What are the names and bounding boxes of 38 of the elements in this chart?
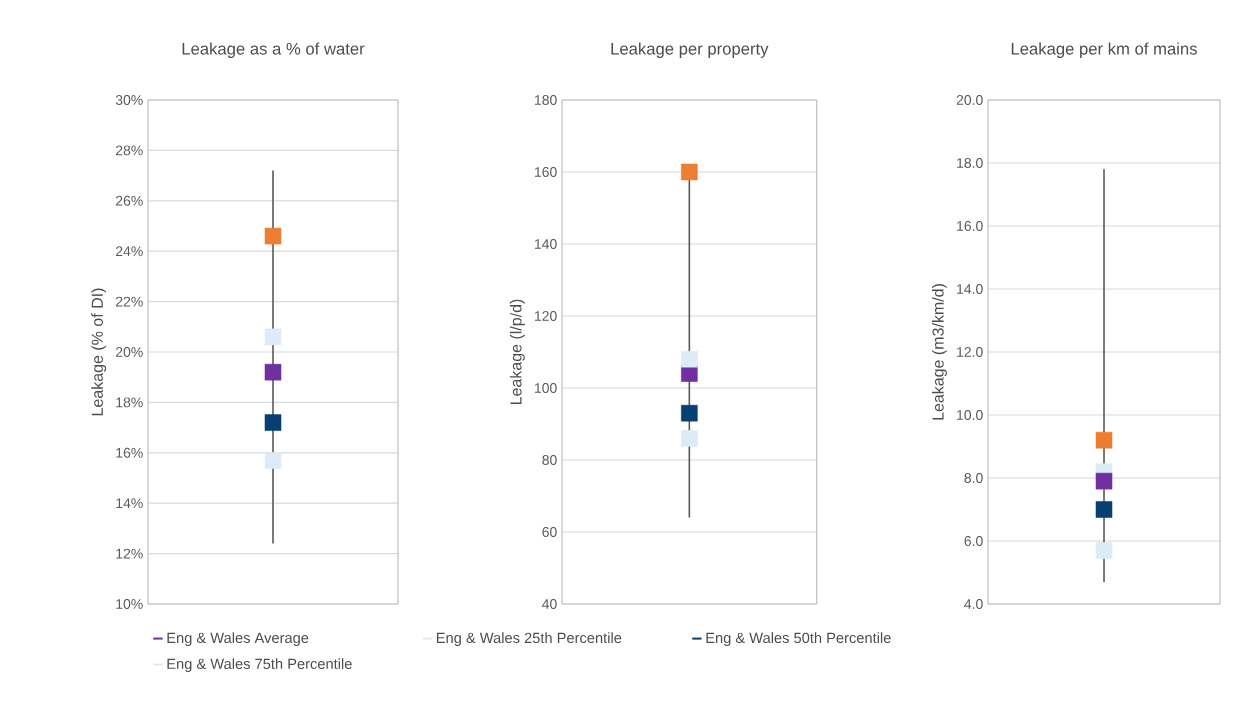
chart-title: Leakage as a % of water [182,42,365,58]
y-tick-label: 4.0 [964,599,983,609]
y-tick-label: 30% [115,95,143,105]
y-tick-label: 8.0 [964,473,983,483]
y-tick-label: 60 [542,527,557,537]
legend-label: Eng & Wales Average [167,632,309,646]
y-tick-label: 28% [115,145,143,156]
y-axis-title: Leakage (l/p/d) [509,299,525,405]
y-tick-label: 100 [535,383,557,393]
legend-label: Eng & Wales 50th Percentile [706,632,891,646]
y-tick-label: 20% [115,347,143,357]
y-tick-label: 12.0 [957,347,983,357]
y-tick-label: 14.0 [957,284,983,294]
y-tick-label: 120 [535,311,557,321]
y-tick-label: 24% [115,246,143,257]
y-tick-label: 18.0 [957,158,983,168]
y-axis-title: Leakage (% of DI) [91,288,107,416]
y-tick-label: 140 [535,239,557,249]
legend-label: Eng & Wales 75th Percentile [167,658,352,672]
y-axis-title: Leakage (m3/km/d) [931,284,947,420]
chart-title: Leakage per property [611,42,769,58]
chart-title: Leakage per km of mains [1011,42,1197,58]
y-tick-label: 10% [116,599,143,609]
y-tick-label: 180 [535,95,557,105]
y-tick-label: 40 [542,599,557,609]
y-tick-label: 22% [115,296,143,307]
y-tick-label: 6.0 [964,536,983,546]
y-tick-label: 160 [535,167,557,177]
y-tick-label: 16% [116,447,143,458]
y-tick-label: 12% [116,548,143,559]
y-tick-label: 26% [115,195,143,206]
y-tick-label: 14% [116,498,143,509]
y-tick-label: 10.0 [957,410,983,420]
legend-label: Eng & Wales 25th Percentile [436,632,622,646]
y-tick-label: 18% [116,397,143,408]
y-tick-label: 16.0 [957,221,983,231]
y-tick-label: 80 [542,455,557,465]
y-tick-label: 20.0 [956,95,983,105]
